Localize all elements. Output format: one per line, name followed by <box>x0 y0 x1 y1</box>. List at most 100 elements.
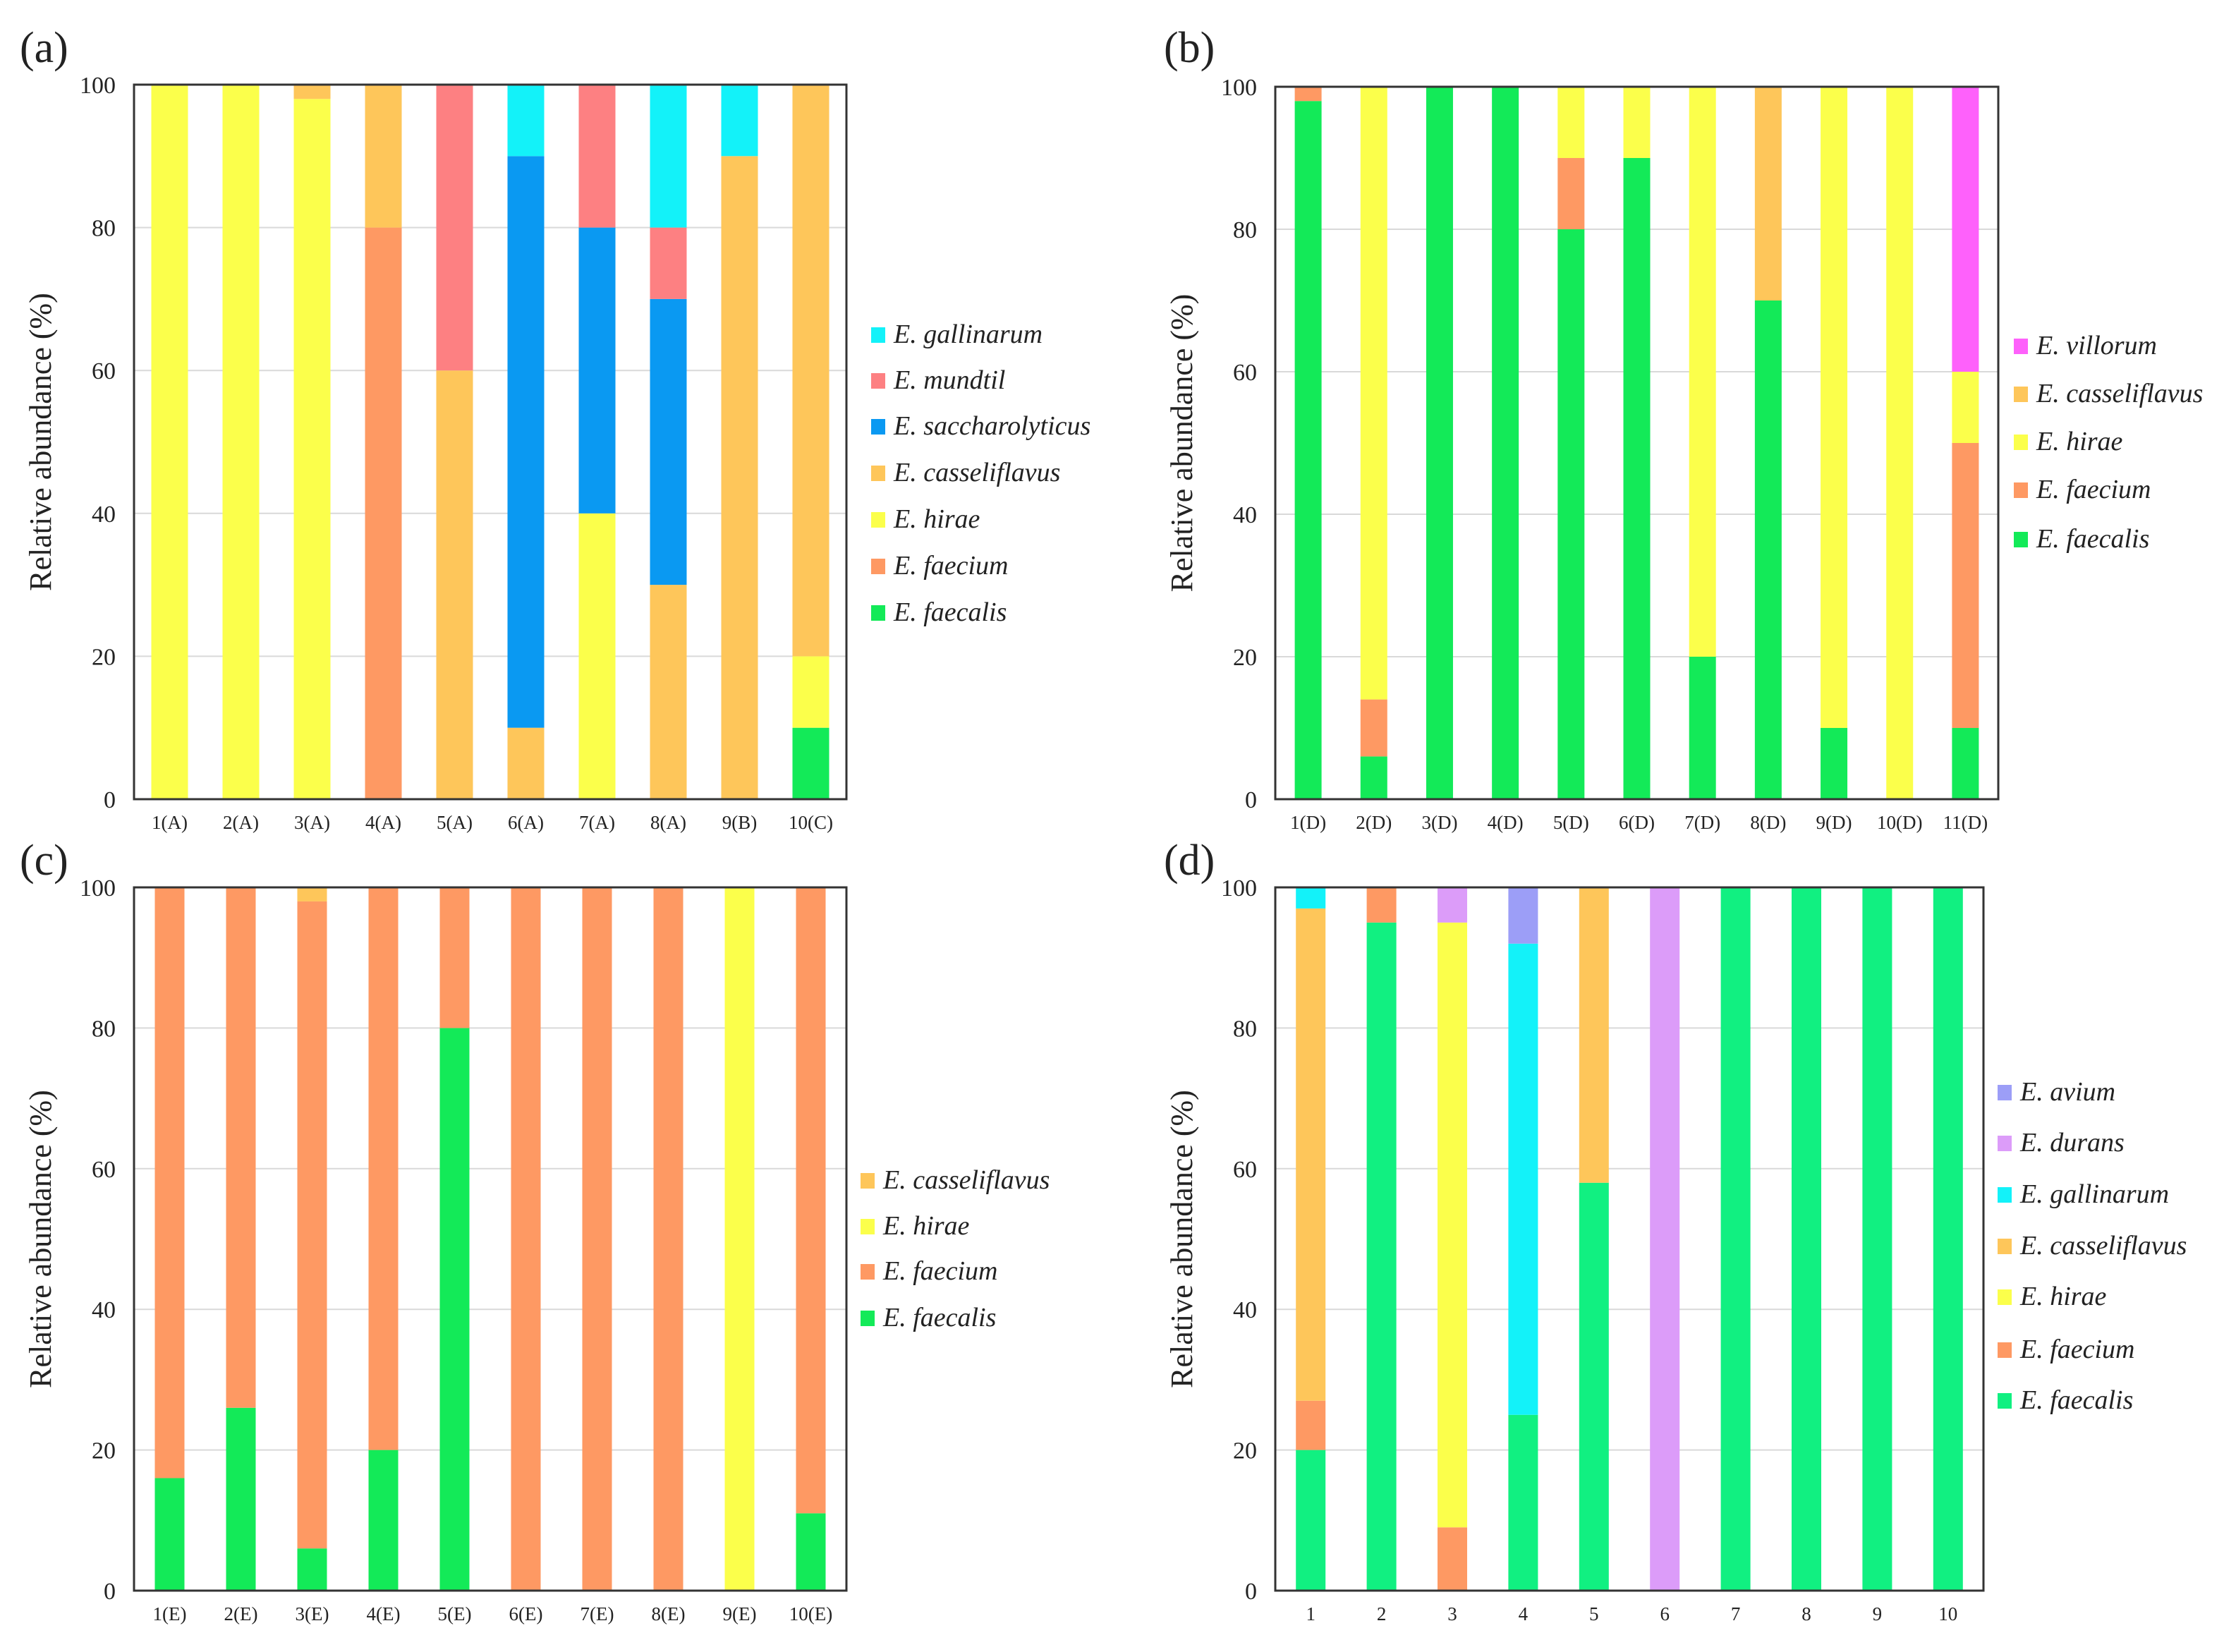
legend-swatch-e-faecium <box>861 1264 875 1280</box>
x-tick-label: 4(D) <box>1488 812 1524 833</box>
y-axis-label: Relative abundance (%) <box>23 1090 58 1388</box>
legend-swatch-e-saccharolyticus <box>871 419 885 435</box>
bar-segment-e-casseliflavus-1 <box>1296 908 1326 1401</box>
bar-segment-e-hirae-10-d <box>1886 87 1914 799</box>
bar-segment-e-hirae-5-d <box>1557 87 1585 158</box>
x-tick-label: 6(E) <box>509 1603 543 1624</box>
y-tick-label: 60 <box>92 1157 116 1183</box>
y-tick-label: 0 <box>104 1579 116 1605</box>
y-axis-label: Relative abundance (%) <box>1165 1090 1199 1388</box>
bar-segment-e-hirae-11-d <box>1952 372 1979 443</box>
panel-label: (d) <box>1164 837 1215 885</box>
bar-segment-e-gallinarum-9-b <box>721 85 758 157</box>
bar-segment-e-faecalis-6-d <box>1623 158 1651 799</box>
panel-label: (c) <box>20 837 68 885</box>
legend-label-e-faecium: E. faecium <box>893 551 1009 581</box>
x-tick-label: 5(E) <box>438 1603 472 1624</box>
x-tick-label: 11(D) <box>1943 812 1988 833</box>
legend-label-e-faecium: E. faecium <box>882 1256 998 1286</box>
x-tick-label: 8(A) <box>650 812 686 833</box>
bar-segment-e-mundtil-8-a <box>650 227 687 299</box>
bar-segment-e-faecalis-5-e <box>439 1028 470 1591</box>
y-tick-label: 80 <box>1233 1016 1257 1042</box>
bar-segment-e-faecalis-2-e <box>226 1407 256 1591</box>
bar-segment-e-faecalis-4-e <box>368 1450 399 1591</box>
x-tick-label: 8 <box>1801 1603 1811 1624</box>
legend: E. casseliflavus E. hirae E. faecium E. fae… <box>861 1165 1050 1332</box>
y-tick-label: 100 <box>80 73 116 99</box>
bar-segment-e-casseliflavus-8-d <box>1754 87 1782 300</box>
x-tick-label: 2(E) <box>224 1603 258 1624</box>
bar-segment-e-faecalis-3-d <box>1426 87 1453 799</box>
x-tick-label: 10 <box>1938 1603 1957 1624</box>
legend-swatch-e-faecalis <box>861 1311 875 1326</box>
bar-segment-e-faecalis-7 <box>1720 887 1751 1591</box>
y-tick-label: 60 <box>1233 360 1257 386</box>
legend-label-e-faecalis: E. faecalis <box>893 597 1007 627</box>
bar-segment-e-durans-6 <box>1650 887 1680 1591</box>
bar-segment-e-faecalis-5 <box>1579 1182 1609 1591</box>
y-tick-label: 20 <box>92 644 116 670</box>
x-tick-label: 9(D) <box>1816 812 1852 833</box>
legend-label-e-gallinarum: E. gallinarum <box>893 320 1043 349</box>
y-tick-label: 20 <box>1233 1438 1257 1464</box>
legend-label-e-casseliflavus: E. casseliflavus <box>882 1165 1050 1195</box>
bar-segment-e-faecalis-4 <box>1508 1414 1538 1591</box>
x-tick-label: 8(D) <box>1750 812 1786 833</box>
x-tick-label: 9(E) <box>723 1603 757 1624</box>
bar-segment-e-casseliflavus-9-b <box>721 156 758 800</box>
bar-segment-e-avium-4 <box>1508 887 1538 944</box>
legend-label-e-hirae: E. hirae <box>882 1211 970 1241</box>
x-tick-label: 4(E) <box>367 1603 401 1624</box>
legend-swatch-e-avium <box>1998 1085 2012 1100</box>
x-tick-label: 3 <box>1447 1603 1457 1624</box>
legend-swatch-e-durans <box>1998 1136 2012 1151</box>
bar-segment-e-faecalis-10-e <box>796 1513 826 1591</box>
bar-segment-e-casseliflavus-10-c <box>792 85 830 657</box>
y-tick-label: 80 <box>92 216 116 242</box>
legend-label-e-casseliflavus: E. casseliflavus <box>893 458 1060 487</box>
legend-label-e-casseliflavus: E. casseliflavus <box>2036 379 2203 408</box>
legend-swatch-e-faecalis <box>2014 532 2028 547</box>
bar-segment-e-faecalis-10 <box>1933 887 1963 1591</box>
panel-a: (a) 0 20 40 60 80 100 1(A) 2(A) 3(A) 4(A) 5(A) 6(A) 7… <box>20 24 1090 833</box>
plot-area-frame <box>133 83 848 801</box>
bar-segment-e-faecium-5-d <box>1557 158 1585 229</box>
bar-segment-e-faecalis-5-d <box>1557 229 1585 799</box>
bar-segment-e-faecium-6-e <box>511 887 541 1591</box>
bar-segment-e-faecalis-1 <box>1296 1450 1326 1591</box>
bar-segment-e-faecalis-11-d <box>1952 728 1979 799</box>
legend-label-e-avium: E. avium <box>2019 1077 2115 1107</box>
x-tick-label: 1(E) <box>153 1603 187 1624</box>
x-tick-label: 2(A) <box>223 812 259 833</box>
bar-segment-e-mundtil-5-a <box>436 85 473 371</box>
legend-label-e-gallinarum: E. gallinarum <box>2019 1179 2169 1209</box>
bar-segment-e-gallinarum-1 <box>1296 887 1326 909</box>
legend-swatch-e-gallinarum <box>1998 1187 2012 1203</box>
x-tick-label: 3(E) <box>296 1603 329 1624</box>
x-tick-label: 1(D) <box>1290 812 1326 833</box>
bar-segment-e-gallinarum-8-a <box>650 85 687 228</box>
y-tick-label: 60 <box>1233 1157 1257 1183</box>
bar-segment-e-casseliflavus-3-e <box>297 887 327 901</box>
x-tick-label: 5(D) <box>1553 812 1589 833</box>
plot-area-frame <box>133 886 848 1592</box>
legend-swatch-e-faecium <box>871 559 885 574</box>
y-tick-label: 100 <box>1221 875 1257 901</box>
legend-label-e-casseliflavus: E. casseliflavus <box>2019 1231 2187 1261</box>
legend-label-e-faecalis: E. faecalis <box>2019 1385 2133 1415</box>
legend-label-e-hirae: E. hirae <box>893 504 980 534</box>
bar-segment-e-faecium-2-d <box>1360 699 1387 757</box>
bar-segment-e-faecalis-4-d <box>1492 87 1519 799</box>
bar-segment-e-faecalis-2-d <box>1360 756 1387 799</box>
panel-d: (d) 0 20 40 60 80 100 1 2 3 4 5 6 7 8 9 10 Relative abund… <box>1164 837 2187 1624</box>
bar-segment-e-faecalis-1-d <box>1294 101 1322 799</box>
legend-swatch-e-casseliflavus <box>2014 387 2028 402</box>
x-tick-label: 9(B) <box>722 812 758 833</box>
bar-segment-e-faecium-4-a <box>365 227 402 800</box>
bar-segment-e-hirae-9-e <box>724 887 755 1591</box>
x-tick-label: 7(D) <box>1684 812 1720 833</box>
y-tick-label: 0 <box>1245 787 1257 813</box>
y-tick-label: 40 <box>92 1297 116 1323</box>
